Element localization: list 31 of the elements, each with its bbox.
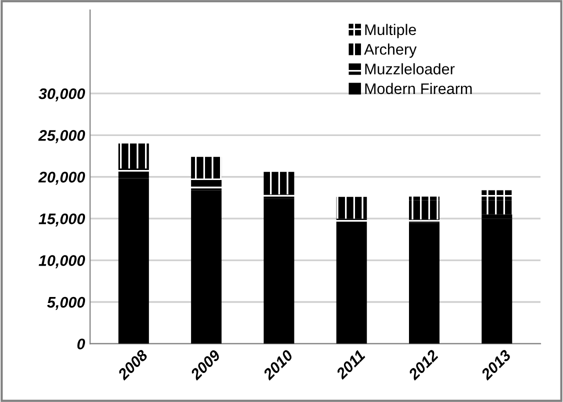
bar bbox=[336, 218, 367, 222]
bar bbox=[264, 172, 294, 194]
bar bbox=[191, 190, 222, 344]
legend-label: Archery bbox=[364, 44, 417, 58]
legend-label: Muzzleloader bbox=[365, 63, 455, 74]
bar bbox=[482, 214, 512, 219]
bar bbox=[408, 195, 440, 200]
bar bbox=[191, 178, 222, 190]
bar bbox=[336, 196, 367, 219]
bar bbox=[482, 218, 512, 344]
bar bbox=[191, 156, 222, 179]
y-tick-label: 5,000 bbox=[47, 296, 86, 310]
y-tick-label: 10,000 bbox=[38, 255, 86, 268]
bar bbox=[482, 200, 512, 214]
y-tick-label: 25,000 bbox=[38, 130, 86, 144]
bar bbox=[408, 200, 440, 220]
bar bbox=[408, 219, 440, 223]
y-tick-label: 30,000 bbox=[38, 88, 86, 102]
bar bbox=[118, 178, 149, 344]
bar bbox=[118, 144, 149, 169]
y-tick-label: 20,000 bbox=[38, 172, 86, 185]
bar bbox=[482, 190, 512, 200]
bar bbox=[408, 222, 440, 344]
bar bbox=[118, 168, 149, 179]
bar bbox=[336, 222, 367, 344]
bar bbox=[264, 198, 294, 344]
legend-label: Modern Firearm bbox=[365, 82, 472, 94]
y-tick-label: 0 bbox=[77, 338, 86, 350]
bar bbox=[264, 194, 294, 199]
legend-label: Multiple bbox=[365, 24, 416, 38]
y-tick-label: 15,000 bbox=[38, 213, 86, 226]
